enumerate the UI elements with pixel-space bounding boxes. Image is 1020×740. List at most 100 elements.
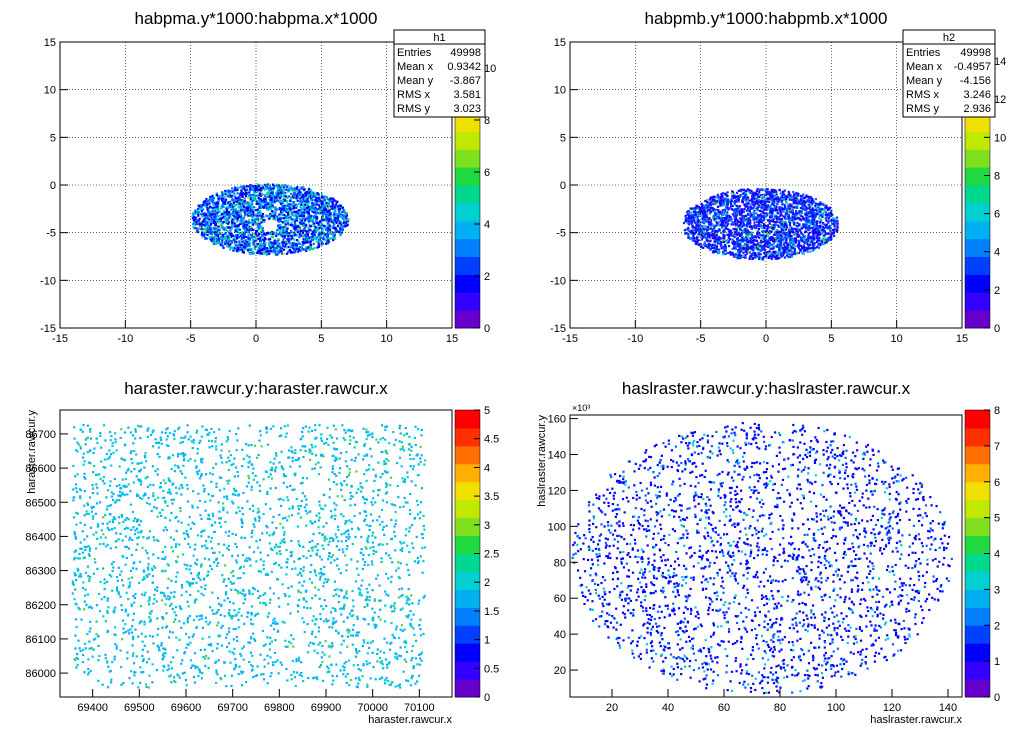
heatmap-cell bbox=[716, 194, 719, 197]
heatmap-cell bbox=[252, 241, 255, 244]
heatmap-cell bbox=[303, 214, 306, 218]
heatmap-cell bbox=[792, 205, 795, 209]
heatmap-cell bbox=[787, 190, 790, 194]
heatmap-cell bbox=[325, 233, 328, 236]
heatmap-cell bbox=[715, 196, 718, 199]
heatmap-cell bbox=[722, 201, 725, 204]
heatmap-cell bbox=[744, 220, 747, 223]
heatmap-cell bbox=[744, 215, 747, 218]
heatmap-cell bbox=[313, 237, 316, 240]
heatmap-cell bbox=[775, 193, 778, 196]
heatmap-cell bbox=[306, 197, 309, 200]
heatmap-cell bbox=[819, 210, 822, 214]
heatmap-cell bbox=[772, 203, 775, 207]
heatmap-cell bbox=[287, 222, 290, 225]
heatmap-cell bbox=[690, 215, 693, 218]
heatmap-cell bbox=[818, 226, 821, 229]
heatmap-cell bbox=[306, 236, 309, 239]
heatmap-cell bbox=[227, 195, 230, 198]
heatmap-cell bbox=[755, 218, 759, 221]
heatmap-cell bbox=[822, 243, 825, 246]
heatmap-cell bbox=[706, 234, 709, 237]
heatmap-cell bbox=[762, 230, 765, 233]
heatmap-cell bbox=[323, 195, 326, 198]
heatmap-cell bbox=[802, 233, 805, 237]
heatmap-cell bbox=[712, 203, 715, 206]
heatmap-cell bbox=[737, 249, 740, 252]
heatmap-cell bbox=[258, 184, 261, 187]
heatmap-cell bbox=[787, 214, 790, 217]
heatmap-cell bbox=[213, 208, 216, 211]
heatmap-cell bbox=[335, 218, 338, 221]
heatmap-cell bbox=[236, 224, 239, 227]
heatmap-cell bbox=[774, 251, 777, 254]
heatmap-cell bbox=[698, 210, 701, 214]
heatmap-cell bbox=[287, 245, 290, 248]
heatmap-cell bbox=[271, 210, 274, 213]
heatmap-cell bbox=[322, 212, 325, 216]
heatmap-cell bbox=[797, 233, 800, 236]
heatmap-cell bbox=[692, 233, 695, 236]
heatmap-cell bbox=[807, 243, 810, 247]
heatmap-cell bbox=[711, 209, 714, 212]
heatmap-cell bbox=[275, 229, 279, 232]
heatmap-cell bbox=[303, 208, 306, 211]
heatmap-cell bbox=[824, 217, 827, 220]
heatmap-cell bbox=[808, 222, 811, 225]
heatmap-cell bbox=[313, 208, 317, 211]
heatmap-cell bbox=[816, 206, 819, 209]
stats-value: 3.023 bbox=[453, 103, 481, 115]
heatmap-cell bbox=[301, 186, 304, 189]
heatmap-cell bbox=[718, 242, 721, 245]
heatmap-cell bbox=[828, 206, 832, 209]
heatmap-cell bbox=[284, 223, 287, 226]
heatmap-cell bbox=[739, 196, 742, 199]
heatmap-cell bbox=[213, 226, 216, 229]
heatmap-cell bbox=[210, 233, 213, 236]
heatmap-cell bbox=[722, 251, 725, 254]
heatmap-cell bbox=[228, 232, 231, 235]
heatmap-cell bbox=[216, 209, 220, 212]
heatmap-cell bbox=[266, 183, 269, 186]
heatmap-cell bbox=[758, 217, 761, 220]
heatmap-cell bbox=[337, 220, 341, 223]
heatmap-cell bbox=[287, 213, 290, 216]
heatmap-cell bbox=[203, 212, 206, 215]
heatmap-cell bbox=[242, 193, 245, 196]
heatmap-cell bbox=[329, 225, 332, 228]
heatmap-cell bbox=[254, 238, 258, 241]
heatmap-cell bbox=[793, 193, 796, 196]
heatmap-cell bbox=[242, 251, 245, 254]
heatmap-cell bbox=[236, 196, 239, 199]
heatmap-cell bbox=[272, 185, 275, 188]
heatmap-cell bbox=[805, 194, 808, 197]
heatmap-cell bbox=[233, 222, 236, 225]
heatmap-cell bbox=[814, 247, 817, 250]
heatmap-cell bbox=[740, 219, 743, 222]
heatmap-cell bbox=[263, 245, 266, 248]
heatmap-cell bbox=[805, 238, 808, 241]
heatmap-cell bbox=[780, 251, 783, 254]
heatmap-cell bbox=[774, 257, 777, 260]
heatmap-cell bbox=[698, 209, 701, 212]
heatmap-cell bbox=[735, 214, 738, 217]
heatmap-cell bbox=[312, 193, 315, 196]
heatmap-cell bbox=[243, 243, 246, 247]
heatmap-cell bbox=[341, 228, 344, 231]
heatmap-cell bbox=[303, 188, 306, 191]
heatmap-cell bbox=[695, 237, 698, 240]
heatmap-cell bbox=[259, 206, 262, 209]
heatmap-cell bbox=[222, 228, 225, 231]
heatmap-cell bbox=[220, 222, 223, 225]
heatmap-cell bbox=[305, 191, 308, 194]
heatmap-cell bbox=[207, 213, 211, 217]
heatmap-cell bbox=[772, 242, 775, 246]
heatmap-cell bbox=[775, 197, 778, 200]
heatmap-cell bbox=[715, 200, 718, 203]
heatmap-cell bbox=[693, 240, 696, 243]
heatmap-cell bbox=[285, 234, 288, 237]
heatmap-cell bbox=[338, 211, 341, 214]
heatmap-cell bbox=[299, 229, 302, 232]
heatmap-cell bbox=[757, 234, 760, 237]
heatmap-cell bbox=[730, 205, 733, 208]
